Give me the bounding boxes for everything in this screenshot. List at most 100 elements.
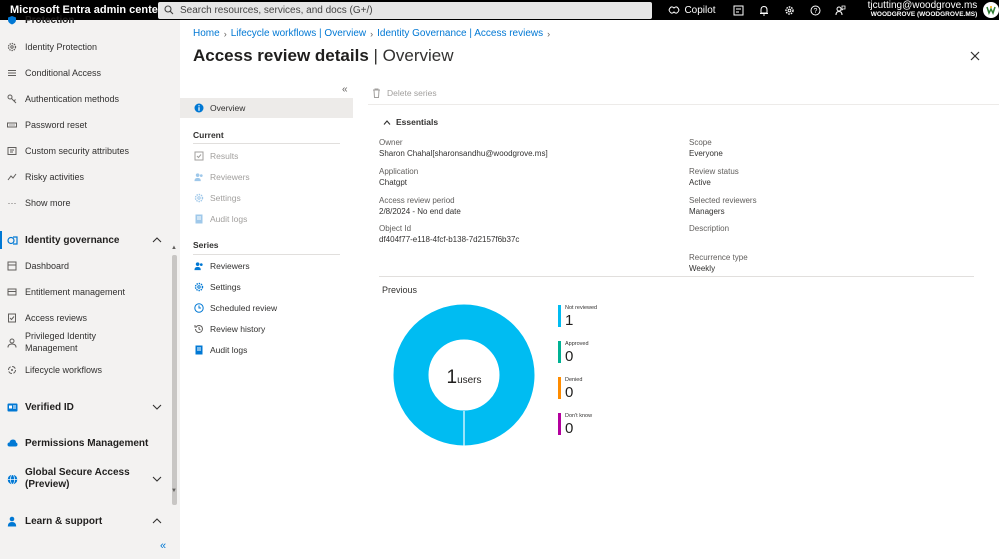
gear-icon bbox=[194, 282, 204, 292]
account-menu[interactable]: tjcutting@woodgrove.ms WOODGROVE (WOODGR… bbox=[868, 1, 978, 19]
left-navigation: Protection Identity Protection Condition… bbox=[0, 15, 180, 559]
gear-icon bbox=[785, 5, 794, 15]
subnav-current-reviewers[interactable]: Reviewers bbox=[180, 167, 353, 187]
list-icon bbox=[6, 67, 18, 79]
svg-text:?: ? bbox=[813, 8, 817, 15]
breadcrumb: Home › Lifecycle workflows | Overview › … bbox=[193, 28, 550, 39]
sidebar-item-risky-activities[interactable]: Risky activities bbox=[0, 170, 170, 184]
help-icon: ? bbox=[810, 5, 821, 15]
bell-icon bbox=[759, 5, 768, 16]
scope-label: Scope bbox=[689, 138, 712, 147]
trash-icon bbox=[373, 88, 380, 98]
portal-settings-icon bbox=[733, 5, 744, 15]
sidebar-item-global-secure-access[interactable]: Global Secure Access (Preview) bbox=[0, 466, 170, 492]
collapse-menu-button[interactable]: « bbox=[342, 84, 348, 95]
owner-value: Sharon Chahal[sharonsandhu@woodgrove.ms] bbox=[379, 149, 548, 158]
divider bbox=[193, 254, 340, 255]
more-options-button[interactable]: ··· bbox=[433, 48, 445, 62]
chevron-up-icon bbox=[152, 235, 162, 245]
subnav-series-settings[interactable]: Settings bbox=[180, 277, 353, 297]
close-button[interactable] bbox=[970, 50, 980, 64]
subnav-current-settings[interactable]: Settings bbox=[180, 188, 353, 208]
subnav-current-results[interactable]: Results bbox=[180, 146, 353, 166]
selection-indicator bbox=[0, 231, 2, 249]
donut-center-value: 1 bbox=[446, 367, 457, 388]
sidebar-show-more[interactable]: ··· Show more bbox=[7, 198, 71, 208]
review-period-label: Access review period bbox=[379, 196, 455, 205]
review-status-label: Review status bbox=[689, 167, 739, 176]
subnav-series-review-history[interactable]: Review history bbox=[180, 319, 353, 339]
subnav-series-scheduled-review[interactable]: Scheduled review bbox=[180, 298, 353, 318]
top-bar: Microsoft Entra admin center Search reso… bbox=[0, 0, 999, 20]
sidebar-item-identity-protection[interactable]: Identity Protection bbox=[0, 40, 170, 54]
globe-icon bbox=[6, 473, 18, 485]
svg-text:1users: 1users bbox=[446, 367, 481, 388]
subnav-group-current: Current bbox=[193, 130, 224, 140]
feedback-button[interactable] bbox=[828, 5, 854, 16]
sidebar-item-dashboard[interactable]: Dashboard bbox=[0, 259, 170, 273]
sidebar-item-lifecycle-workflows[interactable]: Lifecycle workflows bbox=[0, 363, 170, 377]
divider bbox=[379, 276, 974, 277]
divider bbox=[193, 143, 340, 144]
legend-swatch bbox=[558, 305, 561, 327]
legend-swatch bbox=[558, 377, 561, 399]
delete-series-button[interactable]: Delete series bbox=[372, 88, 437, 98]
collapse-sidebar-button[interactable]: « bbox=[160, 540, 166, 552]
previous-section-title: Previous bbox=[382, 285, 418, 295]
sidebar-item-conditional-access[interactable]: Conditional Access bbox=[0, 66, 170, 80]
feedback-icon bbox=[835, 5, 846, 15]
global-search-input[interactable]: Search resources, services, and docs (G+… bbox=[158, 1, 653, 19]
sidebar-item-access-reviews[interactable]: Access reviews bbox=[0, 311, 170, 325]
subnav-series-audit-logs[interactable]: Audit logs bbox=[180, 340, 353, 360]
help-button[interactable]: ? bbox=[802, 5, 828, 16]
page-title-separator: | bbox=[368, 46, 383, 65]
recurrence-type-value: Weekly bbox=[689, 264, 716, 273]
sidebar-scrollbar[interactable] bbox=[172, 255, 177, 505]
divider bbox=[368, 104, 999, 105]
learn-icon bbox=[6, 515, 18, 527]
sidebar-item-protection[interactable]: Protection bbox=[0, 14, 170, 26]
feedback-portal-button[interactable] bbox=[726, 5, 752, 16]
sidebar-item-verified-id[interactable]: Verified ID bbox=[0, 400, 170, 414]
review-donut-chart: 1users bbox=[393, 304, 535, 446]
page-title-main: Access review details bbox=[193, 46, 369, 65]
legend-swatch bbox=[558, 413, 561, 435]
sidebar-item-identity-governance[interactable]: Identity governance bbox=[0, 233, 170, 247]
chevron-right-icon: › bbox=[370, 28, 374, 39]
recurrence-type-label: Recurrence type bbox=[689, 253, 748, 262]
sidebar-item-privileged-identity-management[interactable]: Privileged Identity Management bbox=[0, 331, 170, 355]
dashboard-icon bbox=[6, 260, 18, 272]
object-id-label: Object Id bbox=[379, 224, 412, 233]
people-icon bbox=[194, 172, 204, 182]
subnav-current-audit-logs[interactable]: Audit logs bbox=[180, 209, 353, 229]
gear-icon bbox=[194, 193, 204, 203]
sidebar-item-password-reset[interactable]: Password reset bbox=[0, 118, 170, 132]
portal-brand[interactable]: Microsoft Entra admin center bbox=[10, 4, 163, 16]
cloud-icon bbox=[6, 437, 18, 449]
ellipsis-icon: ··· bbox=[7, 198, 17, 208]
copilot-button[interactable]: Copilot bbox=[668, 4, 716, 16]
risk-icon bbox=[6, 171, 18, 183]
breadcrumb-home[interactable]: Home bbox=[193, 28, 220, 39]
settings-button[interactable] bbox=[777, 5, 803, 16]
subnav-overview[interactable]: Overview bbox=[180, 98, 353, 118]
scroll-down-arrow[interactable]: ▼ bbox=[171, 488, 177, 494]
avatar[interactable] bbox=[983, 2, 999, 18]
scroll-up-arrow[interactable]: ▲ bbox=[171, 245, 177, 251]
sidebar-item-custom-security-attributes[interactable]: Custom security attributes bbox=[0, 144, 170, 158]
sidebar-item-entitlement-management[interactable]: Entitlement management bbox=[0, 285, 170, 299]
subnav-series-reviewers[interactable]: Reviewers bbox=[180, 256, 353, 276]
breadcrumb-identity-governance[interactable]: Identity Governance | Access reviews bbox=[377, 28, 544, 39]
breadcrumb-lifecycle-workflows[interactable]: Lifecycle workflows | Overview bbox=[230, 28, 367, 39]
double-chevron-left-icon: « bbox=[342, 84, 348, 95]
page-title-section: Overview bbox=[382, 46, 454, 65]
object-id-value: df404f77-e118-4fcf-b138-7d2157f6b37c bbox=[379, 235, 520, 244]
sidebar-item-permissions-management[interactable]: Permissions Management bbox=[0, 436, 170, 450]
essentials-toggle[interactable]: Essentials bbox=[383, 117, 438, 127]
sidebar-item-learn-support[interactable]: Learn & support bbox=[0, 514, 170, 528]
copilot-label: Copilot bbox=[684, 4, 716, 16]
shield-icon bbox=[6, 14, 18, 26]
sidebar-item-authentication-methods[interactable]: Authentication methods bbox=[0, 92, 170, 106]
close-icon bbox=[970, 51, 980, 61]
notifications-button[interactable] bbox=[751, 5, 777, 16]
